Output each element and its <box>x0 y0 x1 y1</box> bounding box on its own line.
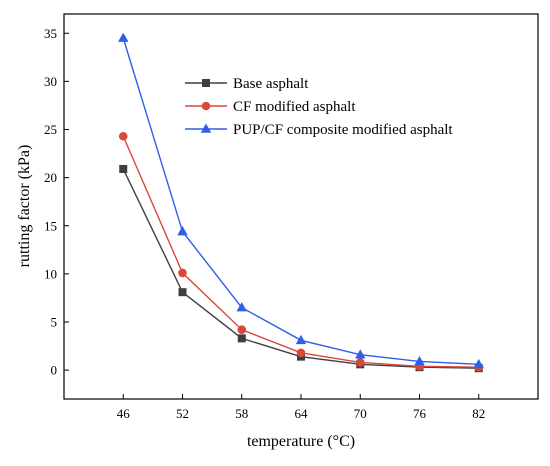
x-tick-label: 70 <box>354 406 367 421</box>
legend-marker <box>201 101 211 111</box>
y-axis-ticks: 0 5 10 15 20 25 30 35 <box>44 26 69 378</box>
data-point <box>118 131 128 141</box>
y-tick-label: 20 <box>44 170 57 185</box>
x-tick-label: 76 <box>413 406 427 421</box>
legend: Base asphalt CF modified asphalt PUP/CF co… <box>185 76 453 138</box>
y-tick-label: 35 <box>44 26 57 41</box>
legend-label: PUP/CF composite modified asphalt <box>233 122 453 138</box>
x-axis-ticks: 46 52 58 64 70 76 82 <box>117 394 485 421</box>
series-3 <box>118 32 484 369</box>
legend-marker <box>200 123 212 133</box>
data-point <box>178 288 187 297</box>
data-point <box>178 268 187 278</box>
x-tick-label: 52 <box>176 406 189 421</box>
data-point <box>237 334 246 343</box>
y-tick-label: 15 <box>44 218 57 233</box>
data-point <box>414 355 425 366</box>
legend-item: Base asphalt <box>185 76 309 92</box>
series-2 <box>118 131 484 372</box>
y-tick-label: 5 <box>51 315 58 330</box>
y-tick-label: 30 <box>44 74 57 89</box>
data-point <box>237 325 247 335</box>
data-point <box>473 358 484 369</box>
series-line <box>122 135 479 368</box>
legend-label: CF modified asphalt <box>233 99 356 115</box>
data-point <box>295 334 307 345</box>
legend-item: PUP/CF composite modified asphalt <box>185 122 453 138</box>
x-axis-title: temperature (°C) <box>247 433 355 450</box>
data-point <box>119 164 128 173</box>
y-tick-label: 10 <box>44 266 57 281</box>
data-point <box>296 348 306 358</box>
legend-label: Base asphalt <box>233 76 309 92</box>
x-tick-label: 82 <box>472 406 485 421</box>
x-tick-label: 64 <box>295 406 309 421</box>
data-point <box>118 32 129 42</box>
data-point <box>355 349 366 359</box>
legend-marker <box>202 79 210 87</box>
y-tick-label: 25 <box>44 122 57 137</box>
x-tick-label: 58 <box>235 406 248 421</box>
legend-item: CF modified asphalt <box>185 99 356 115</box>
data-point <box>236 302 247 312</box>
y-tick-label: 0 <box>51 363 58 378</box>
data-point <box>177 226 188 236</box>
y-axis-title: rutting factor (kPa) <box>16 145 33 268</box>
series-layer <box>118 32 484 373</box>
x-tick-label: 46 <box>117 406 131 421</box>
data-point <box>355 358 365 367</box>
